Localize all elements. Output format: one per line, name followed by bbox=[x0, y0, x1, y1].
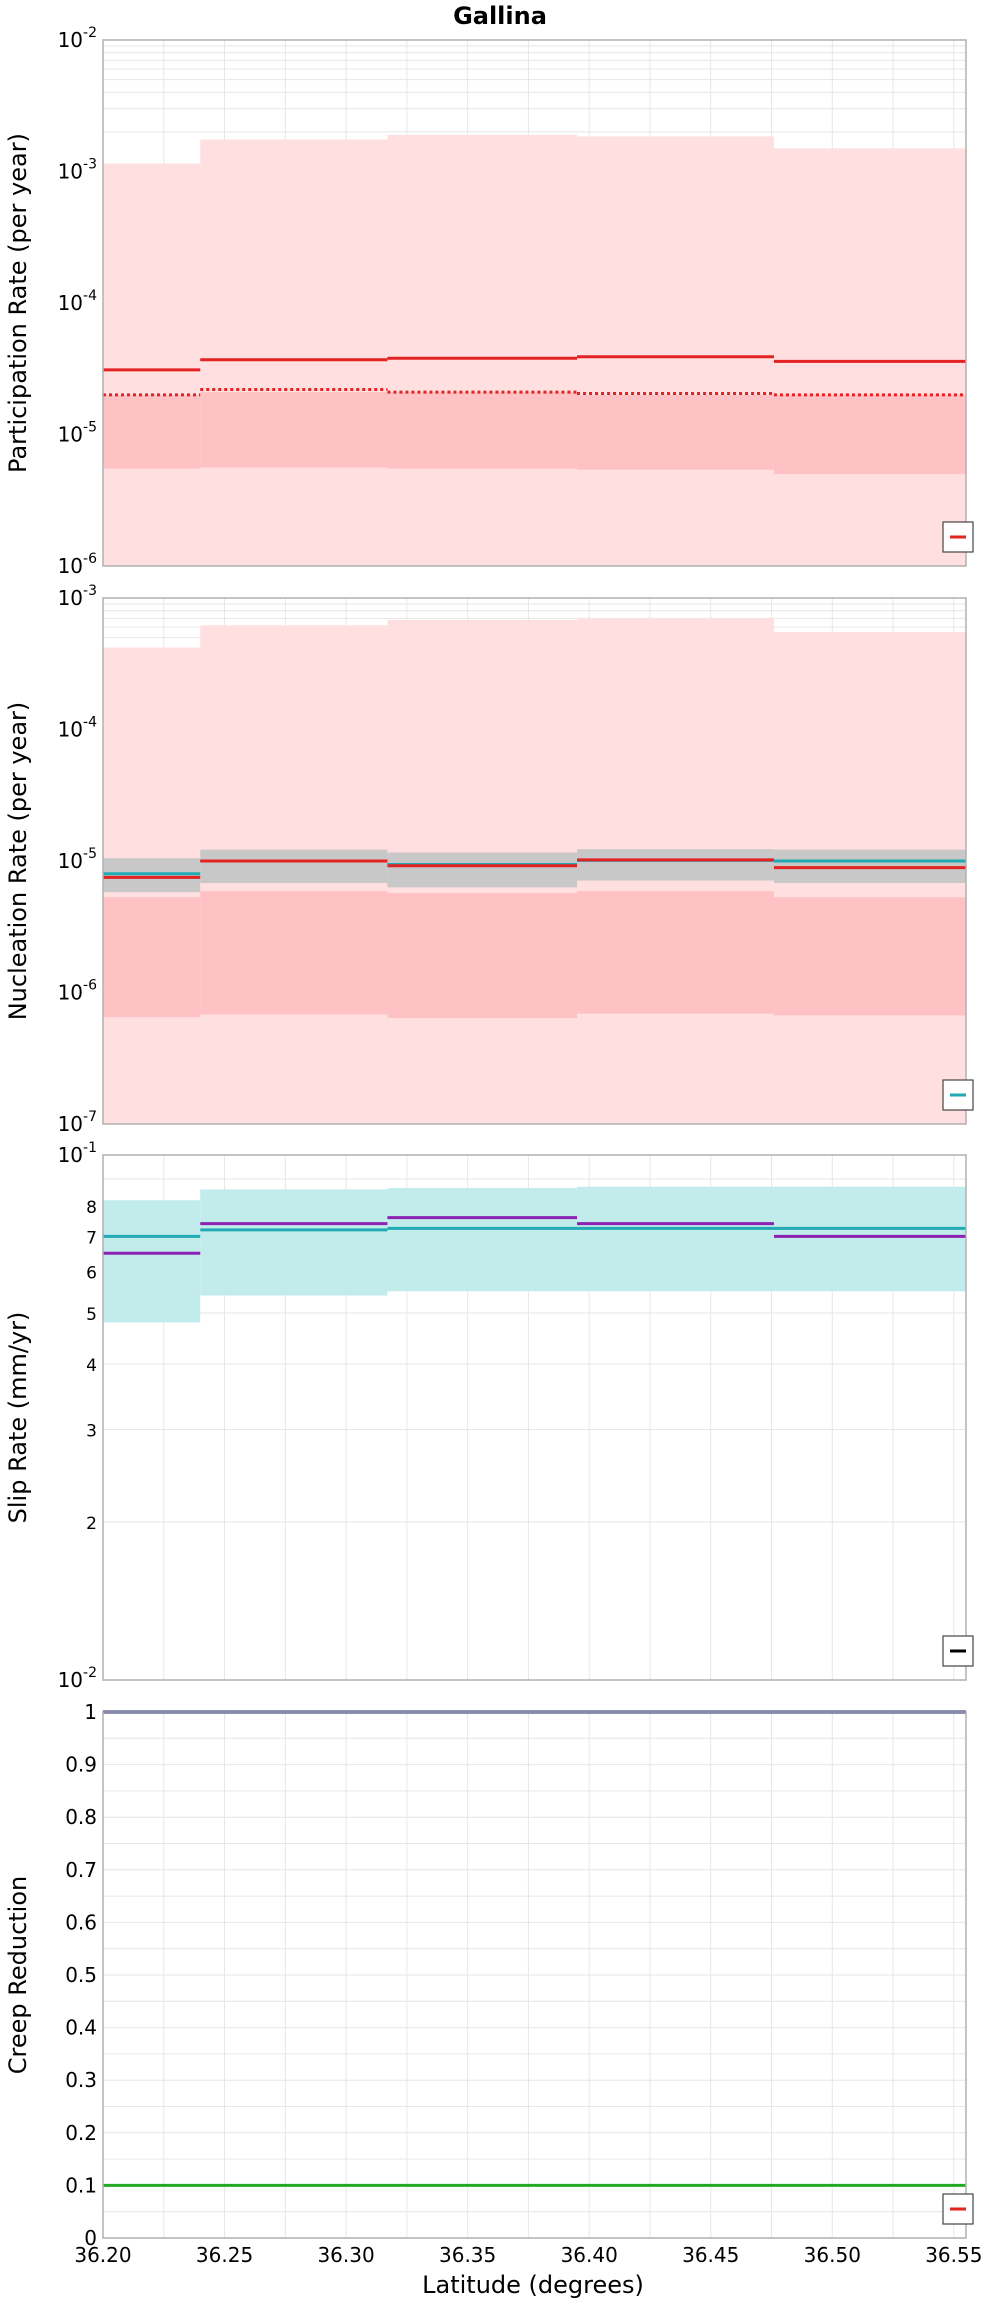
y-tick-label: 1 bbox=[84, 1700, 97, 1724]
band-1-bin-4 bbox=[773, 897, 966, 1016]
y-tick-label: 0.3 bbox=[65, 2068, 97, 2092]
y-tick-label: 0.4 bbox=[65, 2016, 97, 2040]
y-tick-label: 10-4 bbox=[58, 288, 98, 315]
y-tick-label: 10-1 bbox=[58, 1140, 97, 1167]
y-tick-label: 6 bbox=[86, 1263, 97, 1283]
band-0-bin-3 bbox=[577, 136, 774, 566]
y-tick-label: 0 bbox=[84, 2226, 97, 2250]
plot-frame bbox=[102, 1154, 967, 1681]
band-0-bin-3 bbox=[577, 1186, 774, 1292]
band-0-bin-2 bbox=[387, 1188, 578, 1292]
panel-nucleation: Nucleation Rate (per year) bbox=[4, 597, 974, 1125]
band-0-bin-2 bbox=[387, 134, 578, 566]
band-0-bin-0 bbox=[103, 163, 201, 566]
y-tick-label: 0.8 bbox=[65, 1805, 97, 1829]
x-tick-label: 36.35 bbox=[439, 2243, 496, 2267]
y-tick-label: 10-2 bbox=[58, 25, 97, 52]
legend bbox=[942, 521, 974, 553]
band-1-bin-0 bbox=[103, 897, 201, 1018]
x-tick-label: 36.50 bbox=[804, 2243, 861, 2267]
x-tick-label: 36.30 bbox=[317, 2243, 374, 2267]
band-1-bin-0 bbox=[103, 394, 201, 469]
band-1-bin-1 bbox=[200, 891, 388, 1015]
band-0-bin-1 bbox=[200, 1189, 388, 1296]
y-tick-label: 8 bbox=[86, 1198, 97, 1218]
plot-frame bbox=[102, 597, 967, 1125]
panel-participation: Participation Rate (per year) bbox=[4, 39, 974, 567]
band-1-bin-2 bbox=[387, 392, 578, 469]
y-tick-label: 5 bbox=[86, 1305, 97, 1325]
x-axis-label: Latitude (degrees) bbox=[422, 2271, 644, 2299]
band-1-bin-4 bbox=[773, 394, 966, 475]
y-tick-label: 10-2 bbox=[58, 1665, 97, 1692]
legend bbox=[942, 1635, 974, 1667]
y-tick-label: 0.2 bbox=[65, 2121, 97, 2145]
band-1-bin-1 bbox=[200, 392, 388, 468]
panel-slip: Slip Rate (mm/yr) bbox=[4, 1154, 974, 1681]
y-tick-label: 10-5 bbox=[58, 420, 97, 447]
y-tick-label: 10-7 bbox=[58, 1109, 97, 1136]
plot-frame bbox=[102, 1711, 967, 2239]
band-0-bin-1 bbox=[200, 139, 388, 566]
band-2-bin-1 bbox=[200, 849, 388, 884]
panel-creep: Creep Reduction bbox=[4, 1710, 974, 2239]
legend bbox=[942, 2193, 974, 2225]
figure-title: Gallina bbox=[453, 2, 547, 30]
y-tick-label: 10-3 bbox=[58, 157, 97, 184]
y-tick-label: 2 bbox=[86, 1514, 97, 1534]
y-tick-label: 0.5 bbox=[65, 1963, 97, 1987]
y-tick-label: 4 bbox=[86, 1356, 97, 1376]
y-tick-label: 10-3 bbox=[58, 583, 97, 610]
y-axis-label: Nucleation Rate (per year) bbox=[4, 702, 32, 1021]
y-axis-label: Creep Reduction bbox=[4, 1876, 32, 2074]
y-tick-label: 0.1 bbox=[65, 2173, 97, 2197]
band-0-bin-4 bbox=[773, 1186, 966, 1292]
band-0-bin-0 bbox=[103, 1200, 201, 1323]
x-tick-label: 36.40 bbox=[561, 2243, 618, 2267]
y-axis-label: Participation Rate (per year) bbox=[4, 133, 32, 473]
band-2-bin-2 bbox=[387, 852, 578, 888]
y-tick-label: 7 bbox=[86, 1228, 97, 1248]
y-tick-label: 3 bbox=[86, 1422, 97, 1442]
x-tick-label: 36.20 bbox=[74, 2243, 131, 2267]
legend bbox=[942, 1079, 974, 1111]
band-2-bin-3 bbox=[577, 849, 774, 881]
y-tick-label: 10-6 bbox=[58, 551, 98, 578]
band-1-bin-3 bbox=[577, 891, 774, 1014]
x-tick-label: 36.55 bbox=[925, 2243, 982, 2267]
band-0-bin-4 bbox=[773, 148, 966, 566]
x-tick-label: 36.45 bbox=[682, 2243, 739, 2267]
y-tick-label: 10-4 bbox=[58, 715, 98, 742]
y-tick-label: 0.9 bbox=[65, 1753, 97, 1777]
band-1-bin-2 bbox=[387, 893, 578, 1018]
y-tick-label: 10-5 bbox=[58, 846, 97, 873]
y-tick-label: 0.6 bbox=[65, 1910, 97, 1934]
y-tick-label: 0.7 bbox=[65, 1858, 97, 1882]
plot-frame bbox=[102, 39, 967, 567]
x-tick-label: 36.25 bbox=[196, 2243, 253, 2267]
band-1-bin-3 bbox=[577, 394, 774, 470]
y-tick-label: 10-6 bbox=[58, 978, 98, 1005]
y-axis-label: Slip Rate (mm/yr) bbox=[4, 1312, 32, 1524]
